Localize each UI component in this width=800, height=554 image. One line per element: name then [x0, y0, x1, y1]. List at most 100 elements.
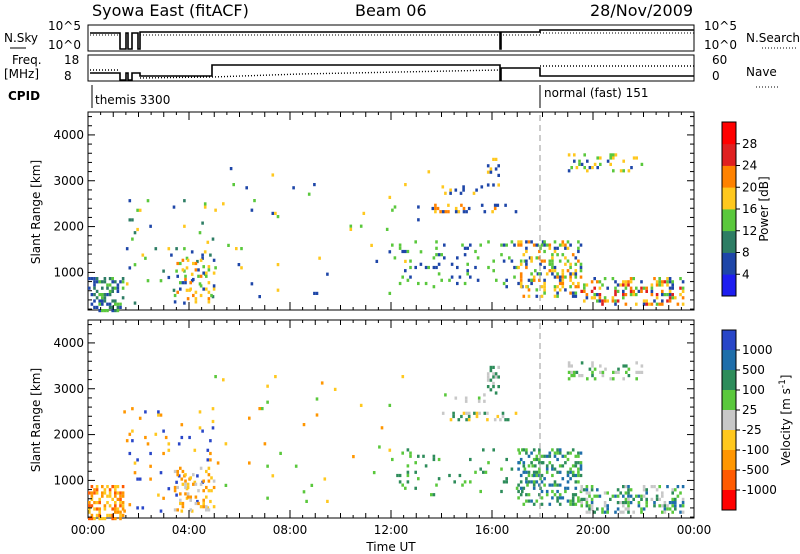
heatmap-cell [681, 485, 685, 489]
heatmap-cell [574, 464, 578, 468]
heatmap-cell [190, 272, 194, 276]
heatmap-cell [184, 482, 187, 486]
heatmap-cell [543, 483, 546, 487]
heatmap-cell [211, 426, 215, 430]
heatmap-cell [535, 470, 539, 474]
heatmap-cell [571, 253, 575, 257]
heatmap-cell [108, 494, 112, 498]
heatmap-cell [627, 169, 631, 173]
heatmap-cell [574, 285, 578, 289]
heatmap-cell [519, 262, 523, 266]
heatmap-cell [535, 457, 539, 462]
heatmap-cell [157, 493, 160, 497]
heatmap-cell [194, 501, 198, 506]
heatmap-cell [136, 227, 139, 232]
heatmap-cell [483, 411, 487, 415]
heatmap-cell [574, 269, 578, 273]
heatmap-cell [545, 467, 549, 471]
heatmap-cell [88, 517, 91, 521]
heatmap-cell [666, 277, 669, 281]
heatmap-cell [525, 493, 528, 497]
heatmap-cell [663, 504, 667, 508]
heatmap-cell [449, 188, 452, 192]
nsky-left-tick-top: 10^5 [48, 19, 81, 33]
heatmap-cell [489, 388, 493, 392]
heatmap-cell [658, 302, 661, 306]
heatmap-cell [603, 296, 607, 300]
heatmap-cell [530, 259, 533, 263]
heatmap-cell [650, 283, 654, 287]
heatmap-cell [583, 299, 586, 303]
heatmap-cell [517, 483, 520, 487]
heatmap-cell [612, 153, 615, 157]
heatmap-cell [197, 489, 200, 493]
heatmap-cell [538, 278, 541, 282]
heatmap-cell [176, 290, 179, 294]
heatmap-cell [460, 203, 463, 207]
heatmap-cell [108, 283, 112, 287]
velocity-colorbar-label: Velocity [m s-1] [778, 375, 793, 466]
heatmap-cell [586, 377, 589, 381]
heatmap-cell [108, 289, 112, 293]
heatmap-cell [616, 494, 620, 498]
heatmap-cell [93, 283, 96, 287]
heatmap-cell [116, 302, 120, 306]
heatmap-cell [222, 378, 225, 382]
heatmap-cell [199, 505, 203, 509]
heatmap-cell [527, 288, 531, 292]
heatmap-cell [479, 489, 482, 494]
heatmap-cell [517, 281, 520, 286]
heatmap-cell [202, 501, 205, 506]
heatmap-cell [463, 246, 467, 250]
heatmap-cell [579, 461, 583, 465]
heatmap-cell [614, 370, 618, 374]
heatmap-cell [108, 277, 112, 281]
heatmap-cell [645, 299, 648, 303]
heatmap-cell [525, 285, 528, 289]
heatmap-cell [640, 364, 644, 368]
heatmap-cell [95, 296, 99, 300]
heatmap-cell [569, 451, 572, 455]
heatmap-cell [661, 283, 664, 287]
heatmap-cell [205, 274, 208, 278]
heatmap-cell [593, 296, 596, 300]
velocity-colorbar: 1000 500 100 25 -25 -100 -500 -1000 Velocity [m… [721, 329, 793, 511]
heatmap-cell [617, 367, 620, 371]
heatmap-cell [645, 286, 648, 290]
heatmap-cell [540, 502, 544, 506]
heatmap-cell [553, 493, 557, 497]
heatmap-cell [480, 185, 484, 189]
heatmap-cell [492, 183, 495, 187]
heatmap-cell [101, 296, 104, 300]
heatmap-cell [598, 293, 602, 297]
heatmap-cell [527, 240, 531, 244]
nsky-left-tick-bottom: 10^0 [48, 38, 81, 52]
heatmap-cell [406, 448, 410, 452]
heatmap-cell [116, 283, 120, 287]
heatmap-cell [209, 451, 212, 456]
heatmap-cell [114, 280, 117, 284]
heatmap-cell [190, 250, 194, 254]
heatmap-cell [388, 250, 392, 254]
heatmap-cell [577, 281, 580, 286]
heatmap-cell [211, 419, 215, 424]
heatmap-cell [556, 499, 559, 503]
heatmap-cell [111, 277, 114, 281]
heatmap-cell [501, 414, 505, 419]
heatmap-cell [207, 508, 211, 512]
colorbar-cell [722, 330, 736, 351]
heatmap-cell [183, 301, 186, 305]
heatmap-cell [456, 265, 459, 270]
heatmap-cell [525, 265, 528, 270]
heatmap-cell [90, 513, 94, 517]
heatmap-cell [175, 493, 178, 497]
heatmap-cell [121, 286, 125, 290]
heatmap-cell [157, 413, 160, 417]
heatmap-cell [668, 296, 672, 300]
heatmap-cell [101, 280, 104, 284]
heatmap-cell [424, 464, 428, 468]
heatmap-cell [133, 231, 137, 235]
heatmap-cell [432, 256, 436, 260]
heatmap-cell [571, 499, 575, 503]
heatmap-cell [173, 508, 177, 512]
